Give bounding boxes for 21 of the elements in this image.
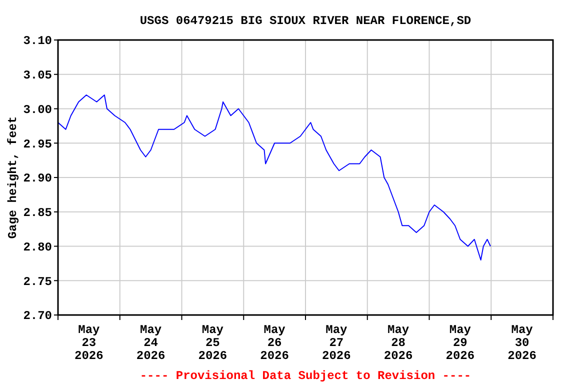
x-tick-label: May 25 2026 (198, 323, 228, 363)
x-tick-label: May 30 2026 (508, 323, 536, 363)
x-tick-label: May 26 2026 (260, 323, 289, 363)
x-tick-label: May 27 2026 (322, 323, 351, 363)
y-tick-label: 2.85 (23, 206, 52, 220)
y-tick-label: 3.10 (23, 34, 52, 48)
x-tick-label: May 23 2026 (74, 323, 104, 363)
x-tick-label: May 29 2026 (446, 323, 475, 363)
line-series (58, 94, 491, 260)
y-tick-label: 2.75 (23, 274, 52, 289)
x-tick-label: May 28 2026 (384, 323, 413, 363)
y-tick-label: 2.70 (23, 309, 52, 324)
text: ---- Provisional Data Subject to Revision ---- (140, 369, 472, 383)
x-tick-label: May 24 2026 (136, 323, 166, 363)
y-tick-label: 3.05 (23, 68, 52, 83)
y-tick-label: 3.00 (23, 102, 52, 117)
y-tick-label: 2.80 (23, 240, 52, 254)
chart-title: USGS 06479215 BIG SIOUX RIVER NEAR FLORENCE,SD (140, 14, 472, 28)
y-tick-label: 2.95 (23, 137, 52, 152)
y-tick-label: 2.90 (23, 172, 52, 186)
y-axis-title: Gage height, feet (6, 116, 20, 239)
